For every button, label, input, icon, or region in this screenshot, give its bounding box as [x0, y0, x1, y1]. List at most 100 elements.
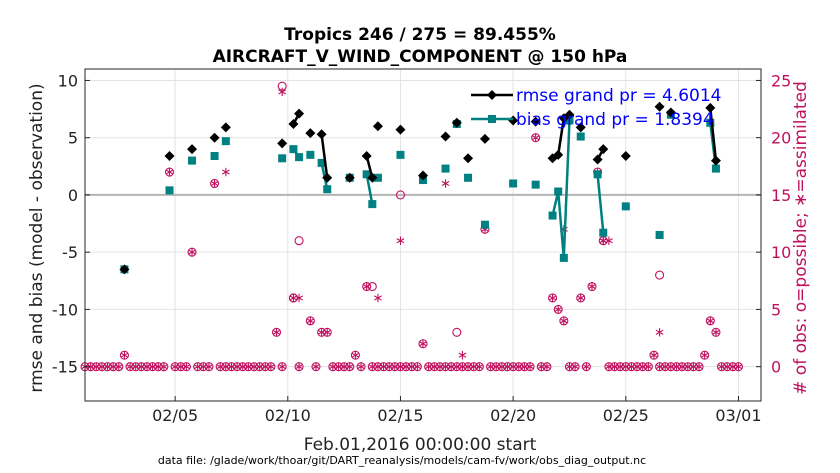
obs-star-stroke	[712, 329, 720, 335]
obs-assimilated-point	[458, 351, 467, 360]
rmse-point	[187, 144, 198, 155]
rmse-point	[508, 115, 519, 126]
obs-count-point	[311, 362, 321, 372]
obs-star-stroke	[576, 295, 585, 301]
obs-star-stroke	[554, 306, 563, 312]
obs-count-point	[559, 316, 569, 326]
bias-point	[441, 164, 450, 173]
bias-point	[599, 228, 608, 237]
obs-count-point	[711, 327, 721, 337]
obs-count-point	[587, 281, 597, 292]
bias-point	[188, 156, 197, 165]
rmse-point	[451, 117, 462, 128]
obs-star-stroke	[357, 364, 365, 370]
obs-star-stroke	[644, 364, 653, 370]
bias-point	[317, 158, 326, 167]
obs-count-point	[277, 362, 287, 372]
obs-star-stroke	[295, 295, 303, 301]
axis-ticks: 02/05 02/10 02/15 02/20 02/25 03/01 10 5 0 -5 -10 -…	[52, 71, 792, 425]
obs-star-stroke	[188, 249, 196, 255]
x-tick-label: 02/20	[490, 406, 536, 425]
obs-count-point	[542, 362, 552, 372]
bias-series	[120, 110, 720, 274]
bias-point	[593, 170, 602, 179]
y-left-tick-label: -15	[52, 358, 78, 377]
obs-count-point	[733, 362, 744, 372]
obs-star-stroke	[165, 169, 174, 175]
obs-star-stroke	[475, 364, 484, 370]
rmse-point	[361, 151, 372, 162]
bias-point	[396, 150, 405, 159]
obs-star-stroke	[345, 364, 354, 370]
rmse-point	[654, 101, 665, 112]
obs-count-point	[271, 327, 282, 337]
obs-star-stroke	[221, 169, 230, 175]
obs-count-point	[350, 350, 360, 360]
obs-circle-mark	[395, 190, 406, 200]
obs-circle-mark	[655, 270, 665, 280]
obs-star-stroke	[695, 364, 703, 370]
obs-star-stroke	[559, 318, 568, 324]
rmse-point	[418, 170, 428, 181]
bias-segment-line	[596, 174, 605, 233]
obs-count-point	[345, 362, 355, 372]
obs-count-point	[643, 362, 653, 372]
bias-point	[373, 173, 382, 182]
obs-circle-mark	[288, 293, 298, 303]
rmse-point	[164, 151, 175, 162]
obs-count-point	[181, 362, 191, 372]
obs-count-point	[418, 339, 428, 349]
bias-point	[480, 220, 489, 229]
obs-count-point	[412, 362, 422, 372]
obs-assimilated-point	[441, 179, 450, 188]
x-tick-label: 02/25	[603, 406, 649, 425]
plot-frame	[84, 68, 762, 402]
obs-count-point	[294, 362, 304, 372]
legend-bias-label: bias grand pr = 1.8394	[516, 110, 714, 130]
obs-star-stroke	[531, 135, 540, 141]
obs-count-point	[531, 133, 541, 143]
bias-point	[509, 179, 518, 188]
obs-assimilated-point	[396, 236, 405, 245]
x-tick-label: 02/15	[377, 406, 423, 425]
bias-point	[362, 170, 371, 179]
obs-star-stroke	[543, 364, 551, 370]
obs-assimilated-point	[655, 328, 664, 337]
obs-count-point	[548, 293, 558, 303]
obs-star-stroke	[588, 283, 596, 290]
obs-star-stroke	[706, 318, 715, 324]
obs-star-stroke	[396, 238, 405, 244]
rmse-point	[277, 138, 288, 149]
y-right-tick-label: 0	[771, 358, 781, 377]
rmse-point	[530, 116, 541, 127]
obs-count-point	[604, 362, 614, 372]
rmse-point	[665, 107, 676, 118]
obs-star-stroke	[362, 283, 371, 290]
rmse-point	[220, 122, 231, 133]
bias-point	[548, 211, 557, 220]
obs-assimilated-point	[278, 87, 287, 97]
bias-point	[554, 187, 563, 196]
bias-point	[621, 202, 630, 211]
bias-point	[306, 150, 315, 159]
bias-segment-line	[365, 174, 374, 205]
rmse-point	[575, 122, 586, 133]
obs-star-stroke	[351, 352, 360, 358]
rmse-segment-line	[320, 134, 329, 178]
bias-point	[576, 132, 585, 141]
obs-count-point	[187, 247, 197, 257]
obs-count-point	[114, 362, 124, 372]
obs-star-stroke	[582, 364, 591, 370]
obs-possible-point	[395, 190, 406, 200]
rmse-point	[305, 128, 316, 139]
legend: rmse grand pr = 4.6014 bias grand pr = 1…	[471, 86, 721, 130]
rmse-point	[463, 153, 474, 164]
obs-star-stroke	[205, 364, 213, 370]
obs-count-point	[474, 362, 484, 372]
rmse-point	[209, 132, 220, 143]
bias-point	[295, 153, 304, 162]
obs-count-point	[717, 362, 727, 372]
obs-assimilated-point	[295, 293, 303, 303]
obs-star-stroke	[413, 364, 422, 370]
